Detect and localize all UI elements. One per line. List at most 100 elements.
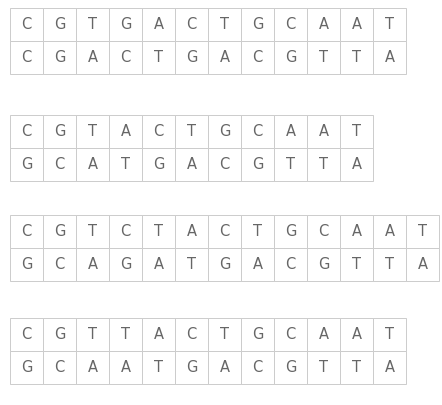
Bar — [373, 8, 406, 41]
Text: G: G — [285, 50, 296, 65]
Text: A: A — [153, 327, 164, 342]
Text: T: T — [88, 327, 97, 342]
Bar — [76, 148, 109, 181]
Text: A: A — [286, 124, 296, 139]
Text: C: C — [120, 224, 131, 239]
Bar — [241, 115, 274, 148]
Bar — [373, 215, 406, 248]
Bar — [307, 41, 340, 74]
Text: G: G — [54, 224, 65, 239]
Text: A: A — [88, 50, 98, 65]
Text: A: A — [418, 257, 427, 272]
Bar — [142, 41, 175, 74]
Text: T: T — [253, 224, 262, 239]
Text: G: G — [252, 327, 263, 342]
Bar — [109, 215, 142, 248]
Text: C: C — [252, 50, 263, 65]
Bar — [142, 8, 175, 41]
Text: C: C — [21, 327, 32, 342]
Text: A: A — [351, 17, 362, 32]
Text: A: A — [153, 17, 164, 32]
Text: G: G — [186, 50, 197, 65]
Bar — [10, 148, 43, 181]
Bar — [307, 8, 340, 41]
Text: G: G — [219, 257, 230, 272]
Text: A: A — [187, 157, 197, 172]
Bar — [373, 248, 406, 281]
Text: C: C — [21, 17, 32, 32]
Bar — [43, 215, 76, 248]
Bar — [274, 41, 307, 74]
Bar — [208, 41, 241, 74]
Text: C: C — [21, 124, 32, 139]
Text: T: T — [385, 327, 394, 342]
Bar — [208, 248, 241, 281]
Text: A: A — [319, 17, 328, 32]
Text: C: C — [286, 327, 296, 342]
Bar — [307, 351, 340, 384]
Bar — [340, 8, 373, 41]
Bar — [208, 115, 241, 148]
Text: T: T — [319, 157, 328, 172]
Text: G: G — [318, 257, 329, 272]
Bar — [241, 8, 274, 41]
Text: G: G — [252, 17, 263, 32]
Bar — [10, 41, 43, 74]
Text: C: C — [21, 50, 32, 65]
Bar — [175, 318, 208, 351]
Text: T: T — [154, 360, 163, 375]
Text: A: A — [187, 224, 197, 239]
Text: C: C — [187, 327, 197, 342]
Text: T: T — [121, 157, 130, 172]
Text: A: A — [88, 360, 98, 375]
Bar — [109, 318, 142, 351]
Bar — [274, 248, 307, 281]
Bar — [340, 41, 373, 74]
Bar — [307, 115, 340, 148]
Bar — [340, 318, 373, 351]
Bar — [76, 41, 109, 74]
Bar — [142, 248, 175, 281]
Bar — [43, 41, 76, 74]
Text: T: T — [352, 50, 361, 65]
Text: C: C — [286, 257, 296, 272]
Text: T: T — [352, 360, 361, 375]
Bar — [274, 8, 307, 41]
Text: G: G — [285, 224, 296, 239]
Bar — [142, 148, 175, 181]
Text: T: T — [352, 124, 361, 139]
Text: A: A — [319, 124, 328, 139]
Bar — [76, 215, 109, 248]
Bar — [340, 248, 373, 281]
Bar — [208, 8, 241, 41]
Text: C: C — [54, 360, 65, 375]
Bar — [43, 351, 76, 384]
Text: A: A — [121, 124, 130, 139]
Bar — [241, 148, 274, 181]
Text: C: C — [219, 157, 230, 172]
Bar — [76, 351, 109, 384]
Text: C: C — [252, 360, 263, 375]
Text: A: A — [153, 257, 164, 272]
Bar — [142, 215, 175, 248]
Bar — [340, 215, 373, 248]
Bar — [76, 8, 109, 41]
Bar — [274, 148, 307, 181]
Bar — [307, 215, 340, 248]
Text: G: G — [186, 360, 197, 375]
Text: C: C — [252, 124, 263, 139]
Text: C: C — [187, 17, 197, 32]
Bar — [241, 248, 274, 281]
Text: C: C — [120, 50, 131, 65]
Bar — [109, 248, 142, 281]
Bar — [175, 41, 208, 74]
Bar — [10, 351, 43, 384]
Text: T: T — [319, 50, 328, 65]
Bar — [175, 248, 208, 281]
Bar — [10, 115, 43, 148]
Text: C: C — [318, 224, 328, 239]
Bar — [274, 351, 307, 384]
Bar — [142, 318, 175, 351]
Bar — [43, 318, 76, 351]
Bar — [109, 148, 142, 181]
